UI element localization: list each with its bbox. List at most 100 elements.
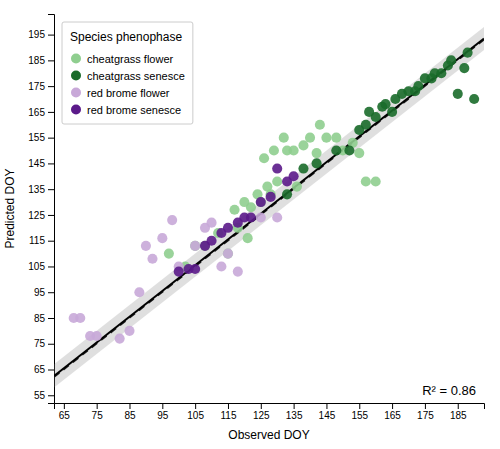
y-tick-mark [48,138,54,139]
point [256,197,266,207]
x-tick-label: 115 [220,410,236,421]
point [190,241,200,251]
scatter-series [164,120,381,272]
y-tick: 95 [34,287,54,298]
y-axis-line [48,15,55,404]
point [246,212,256,222]
x-tick: 75 [92,403,104,421]
y-tick-label: 175 [28,81,45,92]
y-tick-mark [48,86,54,87]
point [344,145,354,155]
point [331,145,341,155]
x-axis-title: Observed DOY [228,428,309,442]
x-tick: 145 [319,403,336,421]
scatter-series [174,164,299,277]
x-tick-mark [195,403,196,409]
y-tick-mark [48,395,54,396]
plot-area [54,27,484,388]
point [371,176,381,186]
x-tick: 105 [187,403,204,421]
point [246,202,256,212]
y-tick-mark [48,370,54,371]
y-tick: 65 [34,364,54,375]
point [167,215,177,225]
y-tick-label: 165 [28,107,45,118]
point [259,153,269,163]
x-tick-mark [294,403,295,409]
y-tick: 85 [34,313,54,324]
legend-label: red brome senesce [87,104,181,116]
y-tick-label: 75 [34,338,46,349]
x-tick-mark [326,403,327,409]
x-tick-label: 95 [157,410,169,421]
y-tick-mark [48,60,54,61]
x-tick: 185 [450,403,467,421]
x-tick-label: 85 [124,410,136,421]
x-tick-label: 155 [351,410,368,421]
y-tick-mark [48,292,54,293]
y-tick-mark [48,241,54,242]
point [272,176,282,186]
y-tick-label: 185 [28,55,45,66]
x-tick-mark [359,403,360,409]
point [361,120,371,130]
legend-swatch [71,71,81,81]
point [361,176,371,186]
point [147,254,157,264]
point [321,133,331,143]
point [459,63,469,73]
point [463,48,473,58]
point [354,148,364,158]
y-tick-label: 65 [34,364,46,375]
point [387,107,397,117]
point [75,313,85,323]
x-tick-label: 145 [319,410,336,421]
x-tick-label: 125 [253,410,270,421]
point [157,233,167,243]
point [190,241,200,251]
x-tick-mark [261,403,262,409]
legend-label: cheatgrass senesce [87,70,185,82]
legend-title: Species phenophase [70,30,182,44]
y-tick-mark [48,318,54,319]
confidence-band [54,27,484,388]
point [243,233,253,243]
y-tick: 105 [28,261,54,272]
point [223,249,233,259]
point [134,287,144,297]
x-tick-mark [425,403,426,409]
x-tick: 85 [124,403,136,421]
y-tick-label: 135 [28,184,45,195]
point [207,236,217,246]
y-tick-label: 115 [29,235,45,246]
point [312,148,322,158]
y-tick: 175 [28,81,54,92]
y-tick-label: 125 [28,210,45,221]
y-tick-mark [48,189,54,190]
y-tick: 135 [28,184,54,195]
legend: Species phenophasecheatgrass flowercheat… [62,22,193,124]
legend-swatch [71,54,81,64]
x-tick-label: 175 [417,410,434,421]
x-tick-mark [64,403,65,409]
point [282,189,292,199]
point [279,133,289,143]
y-tick-label: 95 [34,287,46,298]
point [436,68,446,78]
x-tick-mark [392,403,393,409]
point [298,140,308,150]
legend-label: red brome flower [87,87,170,99]
point [190,264,200,274]
point [289,171,299,181]
x-tick-mark [228,403,229,409]
y-tick: 185 [28,55,54,66]
x-tick-label: 165 [384,410,401,421]
y-tick-mark [48,215,54,216]
x-tick: 165 [384,403,401,421]
y-axis: 5565758595105115125135145155165175185195 [28,15,54,404]
point [453,89,463,99]
x-tick: 115 [220,403,236,421]
y-tick-label: 55 [34,390,46,401]
x-tick-mark [162,403,163,409]
x-axis-line [55,404,485,410]
